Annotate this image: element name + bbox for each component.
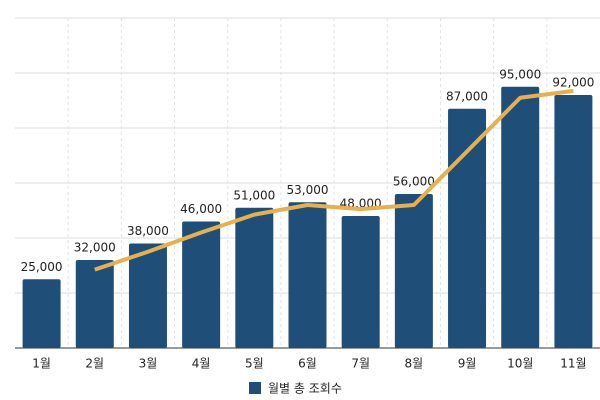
value-label: 51,000 [233,188,275,202]
x-tick-label: 4월 [192,357,211,371]
bar [448,108,487,348]
value-label: 87,000 [446,89,488,103]
x-tick-label: 2월 [85,357,104,371]
value-label: 32,000 [74,241,116,255]
bar [288,202,327,348]
value-label: 46,000 [180,202,222,216]
x-tick-label: 1월 [32,357,51,371]
value-label: 38,000 [127,224,169,238]
x-tick-label: 3월 [139,357,158,371]
bar [554,95,593,348]
value-label: 92,000 [552,76,594,90]
bar [235,207,274,348]
value-label: 53,000 [287,183,329,197]
bar [22,279,61,348]
bar [75,260,114,348]
bar [341,216,380,348]
line [94,88,574,272]
x-tick-label: 6월 [298,357,317,371]
x-tick-label: 9월 [458,357,477,371]
bar [394,194,433,348]
legend-swatch [249,382,261,394]
bar [128,243,167,348]
value-label: 25,000 [21,260,63,274]
bar [182,221,221,348]
bar [501,86,540,348]
x-tick-label: 10월 [507,357,533,371]
x-tick-label: 8월 [405,357,424,371]
x-tick-label: 11월 [560,357,586,371]
value-label: 95,000 [499,67,541,81]
x-tick-label: 7월 [351,357,370,371]
value-label: 56,000 [393,175,435,189]
x-tick-label: 5월 [245,357,264,371]
legend-label: 월별 총 조회수 [268,382,342,396]
